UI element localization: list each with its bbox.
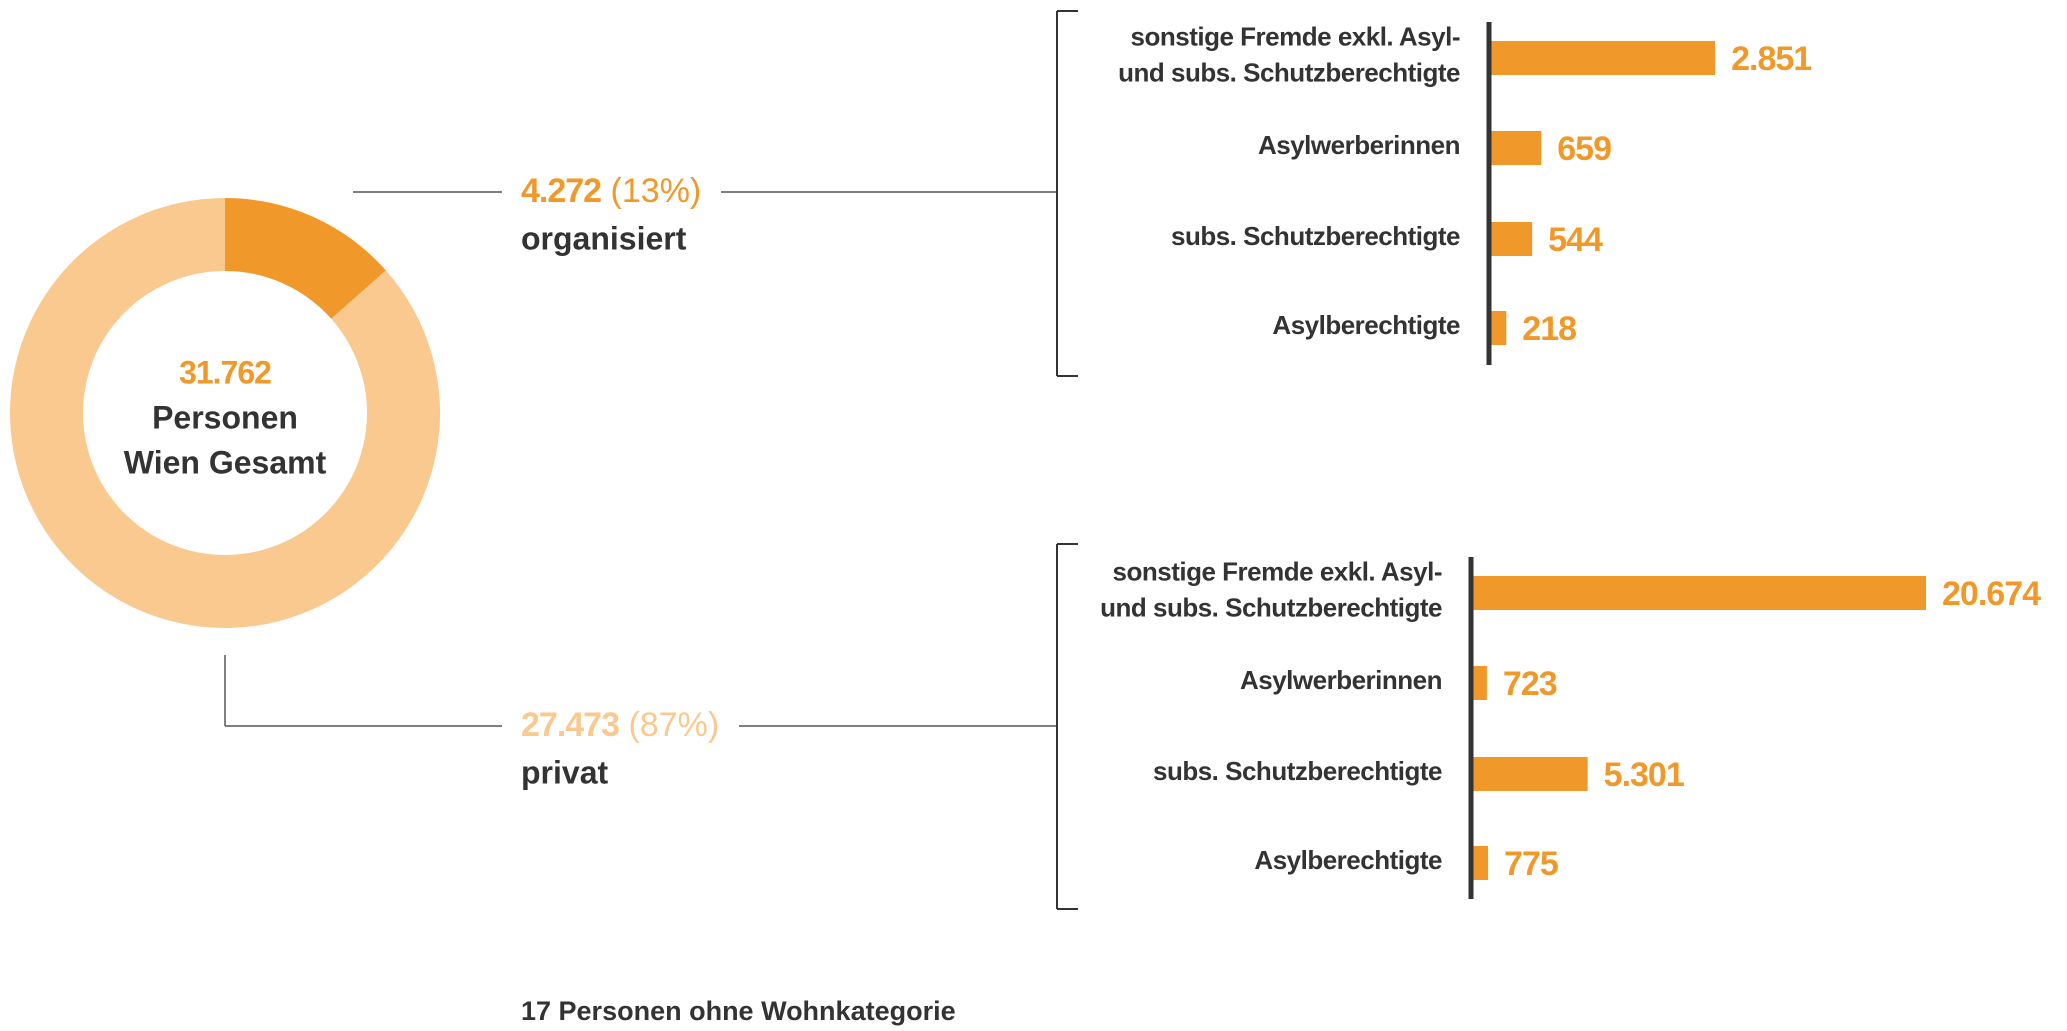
category-label: Asylwerberinnen [1257,129,1461,160]
bar-value-label: 2.851 [1731,40,1812,79]
footnote: 17 Personen ohne Wohnkategorie [521,996,956,1027]
segment-label: 27.473 (87%) [521,702,719,750]
donut-center-text: Personen [152,399,298,436]
donut-total: 31.762 [179,354,272,391]
bar-value-label: 775 [1504,845,1559,884]
segment-percent: (13%) [610,172,702,211]
segment-name: organisiert [521,220,687,257]
segment-percent: (87%) [628,706,720,745]
bar [1489,311,1507,345]
segment-value: 27.473 [521,706,620,745]
bar-value-label: 659 [1557,130,1612,169]
bar [1489,222,1533,256]
donut-segment [10,198,440,628]
donut-segment [225,198,386,319]
segment-label: 4.272 (13%) [521,168,701,216]
category-label: sonstige Fremde exkl. Asyl- und subs. Sc… [1100,556,1442,623]
category-label: subs. Schutzberechtigte [1171,220,1461,251]
category-label: subs. Schutzberechtigte [1153,755,1443,786]
category-label: Asylberechtigte [1272,309,1460,340]
bar-value-label: 5.301 [1603,756,1685,795]
bar [1471,757,1588,791]
category-label: Asylwerberinnen [1239,664,1443,695]
bar-value-label: 723 [1502,665,1558,704]
donut-center-text: Wien Gesamt [123,444,327,481]
bar-value-label: 544 [1548,221,1603,260]
bar-value-label: 218 [1522,310,1577,349]
bar-value-label: 20.674 [1942,575,2041,614]
category-label: Asylberechtigte [1254,844,1442,875]
bar [1471,576,1927,610]
bar [1489,41,1716,75]
segment-name: privat [521,754,609,791]
bar [1471,846,1489,880]
segment-value: 4.272 [521,172,602,211]
bar [1489,131,1542,165]
category-label: sonstige Fremde exkl. Asyl- und subs. Sc… [1118,21,1460,88]
bar [1471,666,1487,700]
